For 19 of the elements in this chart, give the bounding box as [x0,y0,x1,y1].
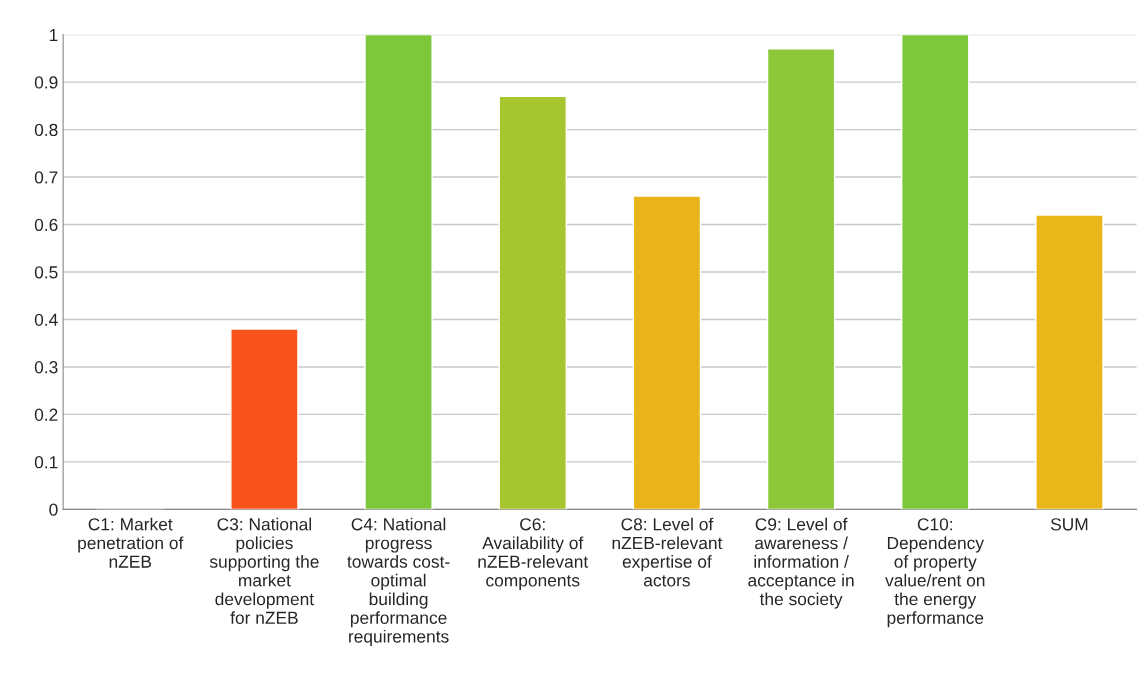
y-tick-label: 0.7 [34,171,58,184]
x-tick-label: SUM [1050,518,1088,531]
y-tick-label: 0 [49,503,58,516]
x-tick-label: C8: Level of nZEB-relevant expertise of actors [612,517,723,587]
y-tick-label: 0.9 [34,76,58,89]
y-tick-label: 0.8 [34,123,58,137]
x-tick-label: C9: Level of awareness / information / acceptance in the society [748,517,854,609]
x-tick-label: C10: Dependency of property value/rent on the energy performance [885,518,985,628]
y-tick-label: 0.1 [34,456,58,469]
y-tick-label: 0.4 [34,313,58,326]
x-tick-label: C4: National progress towards cost- optimal building performance requirements [347,517,450,647]
y-tick-label: 0.5 [34,266,58,279]
y-tick-label: 0.2 [34,408,58,421]
y-tick-label: 0.6 [34,218,58,231]
x-tick-label: C6: Availability of nZEB-relevant components [478,518,589,590]
x-tick-label: C3: National policies supporting the market development for nZEB [209,517,319,624]
y-tick-label: 0.3 [34,361,58,374]
x-tick-label: C1: Market penetration of nZEB [78,517,184,568]
y-tick-label: 1 [49,29,58,41]
